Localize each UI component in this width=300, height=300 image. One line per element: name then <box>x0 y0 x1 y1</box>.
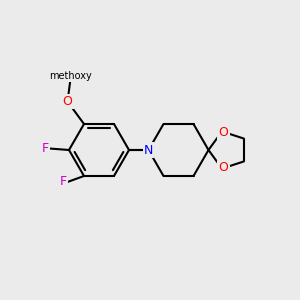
Text: N: N <box>144 143 153 157</box>
Text: O: O <box>218 127 228 140</box>
Text: F: F <box>41 142 49 155</box>
Text: N: N <box>144 143 153 157</box>
Text: N: N <box>144 143 153 157</box>
Text: F: F <box>59 176 67 188</box>
Text: O: O <box>63 95 72 108</box>
Text: methoxy: methoxy <box>49 71 92 81</box>
Text: O: O <box>218 160 228 173</box>
